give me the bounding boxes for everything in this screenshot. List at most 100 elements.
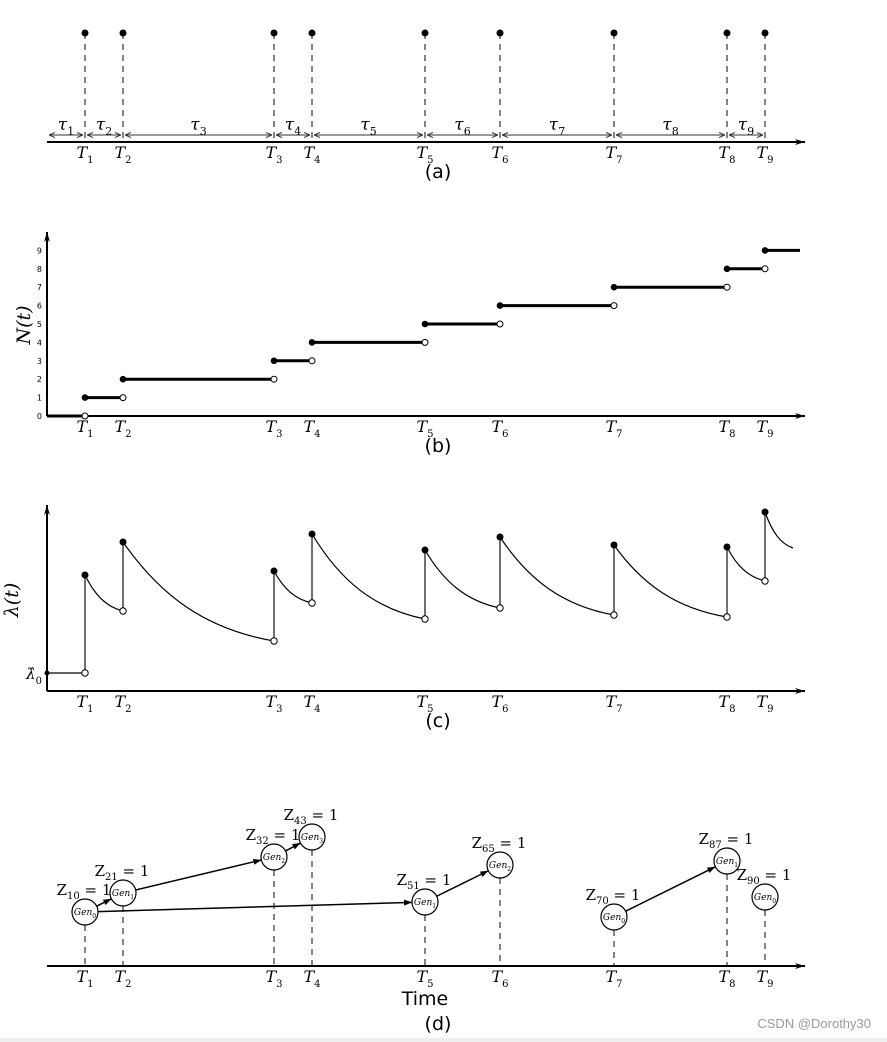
branching-indicator-label: Z43 = 1: [284, 806, 339, 827]
event-label-t2: T2: [114, 143, 131, 166]
event-label-t7: T7: [605, 692, 622, 715]
closed-circle: [723, 543, 731, 551]
event-label-t8: T8: [718, 967, 735, 990]
panel-a-event-timeline: τ1 τ2 τ3 τ4 τ5 τ6 τ7 τ8 τ9 T1 T2 T3 T4 T5 T6 T7 T8 T9 (a): [47, 29, 805, 183]
event-label-t7: T7: [605, 967, 622, 990]
interval-label-4: τ4: [285, 115, 301, 138]
y-tick-label: 4: [37, 338, 42, 347]
branching-indicator-label: Z32 = 1: [246, 826, 301, 847]
event-label-t1: T1: [76, 417, 93, 440]
interval-label-9: τ9: [738, 115, 754, 138]
interval-label-7: τ7: [549, 115, 565, 138]
branching-indicator-label: Z51 = 1: [397, 871, 452, 892]
event-label-t4: T4: [303, 143, 320, 166]
caption-c: (c): [425, 710, 450, 732]
generation-label: Gen1: [414, 898, 436, 910]
open-circle: [761, 265, 769, 273]
generation-node: [71, 898, 99, 926]
event-label-t1: T1: [76, 967, 93, 990]
bottom-strip: [0, 1038, 887, 1042]
generation-label: Gen0: [603, 913, 625, 925]
event-dot: [761, 29, 769, 37]
interval-label-3: τ3: [190, 115, 206, 138]
event-dot: [723, 29, 731, 37]
generation-node: [751, 883, 779, 911]
intensity-decay-curve: [122, 541, 275, 642]
branching-edge: [96, 898, 112, 907]
branching-indicator-label: Z10 = 1: [57, 881, 112, 902]
event-label-t4: T4: [303, 692, 320, 715]
event-label-t2: T2: [114, 967, 131, 990]
event-label-t3: T3: [265, 967, 282, 990]
open-circle: [81, 669, 89, 677]
x-axis-label-time: Time: [401, 988, 449, 1010]
closed-circle: [761, 247, 769, 254]
interval-label-2: τ2: [96, 115, 112, 138]
closed-circle: [421, 546, 429, 554]
branching-edge: [285, 842, 301, 852]
generation-label: Gen3: [301, 833, 323, 845]
open-circle: [761, 577, 769, 585]
event-dot: [270, 29, 278, 37]
event-dot: [610, 29, 618, 37]
closed-circle: [496, 302, 504, 309]
y-tick-label: 1: [37, 394, 42, 403]
intensity-decay-curve: [613, 544, 728, 618]
generation-node: [600, 903, 628, 931]
branching-edge: [97, 899, 413, 913]
interval-label-8: τ8: [662, 115, 678, 138]
branching-edge: [625, 866, 716, 912]
panel-c-intensity-function: λ(t) λ̂0 T1 T2 T3 T4 T5 T6 T7 T8 T9 (c): [1, 505, 805, 732]
interval-label-5: τ5: [360, 115, 376, 138]
panel-b-counting-process: 0 1 2 3 4 5 6 7 8 9 N(t) T1 T2 T3 T4 T5 T6 T7 T8 T9 (b): [13, 232, 805, 457]
y-tick-label: 8: [37, 265, 42, 274]
branching-edge: [436, 870, 489, 897]
closed-circle: [308, 530, 316, 538]
event-label-t6: T6: [491, 692, 508, 715]
generation-node: [713, 847, 741, 875]
event-label-t4: T4: [303, 417, 320, 440]
event-label-t8: T8: [718, 417, 735, 440]
generation-label: Gen1: [112, 889, 134, 901]
y-tick-label: 2: [37, 375, 42, 384]
generation-label: Gen1: [716, 857, 738, 869]
event-dot: [308, 29, 316, 37]
interval-label-1: τ1: [58, 115, 74, 138]
event-label-t5: T5: [416, 417, 433, 440]
event-label-t5: T5: [416, 692, 433, 715]
event-label-t6: T6: [491, 143, 508, 166]
event-label-t3: T3: [265, 143, 282, 166]
open-circle: [610, 302, 618, 310]
event-label-t1: T1: [76, 692, 93, 715]
event-label-t9: T9: [756, 967, 773, 990]
intensity-decay-curve: [273, 570, 313, 604]
intensity-decay-curve: [311, 533, 426, 620]
closed-circle: [119, 538, 127, 546]
event-dot: [496, 29, 504, 37]
closed-circle: [81, 571, 89, 579]
closed-circle: [308, 339, 316, 346]
closed-circle: [496, 533, 504, 541]
y-tick-label: 9: [37, 246, 42, 255]
closed-circle: [81, 394, 89, 401]
event-label-t7: T7: [605, 417, 622, 440]
open-circle: [723, 283, 731, 291]
event-label-t4: T4: [303, 967, 320, 990]
open-circle: [723, 613, 731, 621]
open-circle: [421, 338, 429, 346]
intensity-decay-curve: [84, 574, 124, 612]
closed-circle: [270, 567, 278, 575]
closed-circle: [270, 357, 278, 365]
generation-label: Gen2: [489, 861, 511, 873]
closed-circle: [119, 375, 127, 383]
y-tick-label: 3: [37, 357, 42, 366]
branching-indicator-label: Z21 = 1: [95, 862, 150, 883]
branching-indicator-label: Z87 = 1: [699, 830, 754, 851]
event-label-t9: T9: [756, 417, 773, 440]
closed-circle: [610, 541, 618, 549]
open-circle: [610, 611, 618, 619]
open-circle: [496, 320, 504, 328]
event-dot: [81, 29, 89, 37]
